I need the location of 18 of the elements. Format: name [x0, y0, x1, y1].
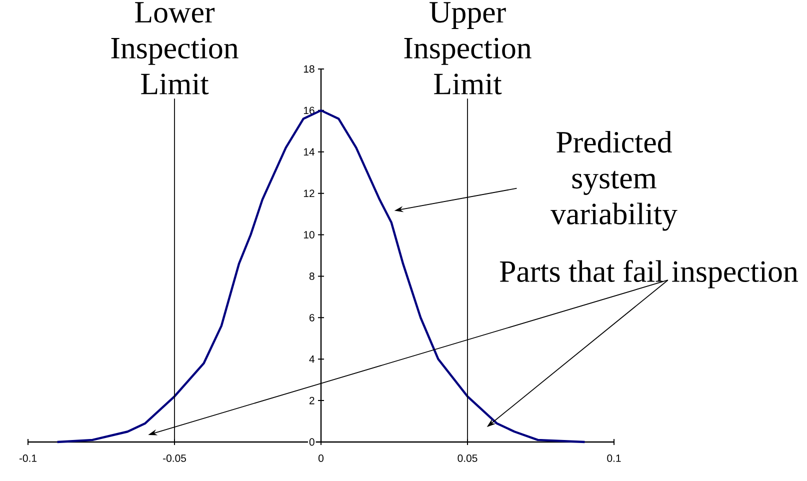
ref-line-label: Upper Inspection Limit: [404, 2, 532, 94]
x-tick-label: -0.05: [163, 454, 186, 462]
x-tick-label: 0.1: [607, 454, 621, 462]
x-tick-label: -0.1: [19, 454, 36, 462]
y-tick-label: 4: [309, 356, 314, 363]
y-tick-label: 14: [304, 148, 314, 156]
y-tick-label: 10: [304, 231, 314, 238]
ref-line-label: Lower Inspection Limit: [111, 2, 238, 94]
y-tick-label: 18: [304, 65, 314, 73]
y-tick-label: 6: [310, 314, 314, 322]
annotation: Parts that fail inspection: [500, 260, 798, 288]
y-tick-label: 12: [304, 190, 314, 197]
y-tick-label: 8: [309, 272, 314, 280]
x-tick-label: 0.05: [458, 454, 478, 462]
y-tick-label: 0: [309, 438, 314, 446]
annotation: Predicted system variability: [550, 130, 678, 231]
y-tick-label: 2: [310, 396, 314, 404]
x-tick-label: 0: [318, 454, 324, 462]
